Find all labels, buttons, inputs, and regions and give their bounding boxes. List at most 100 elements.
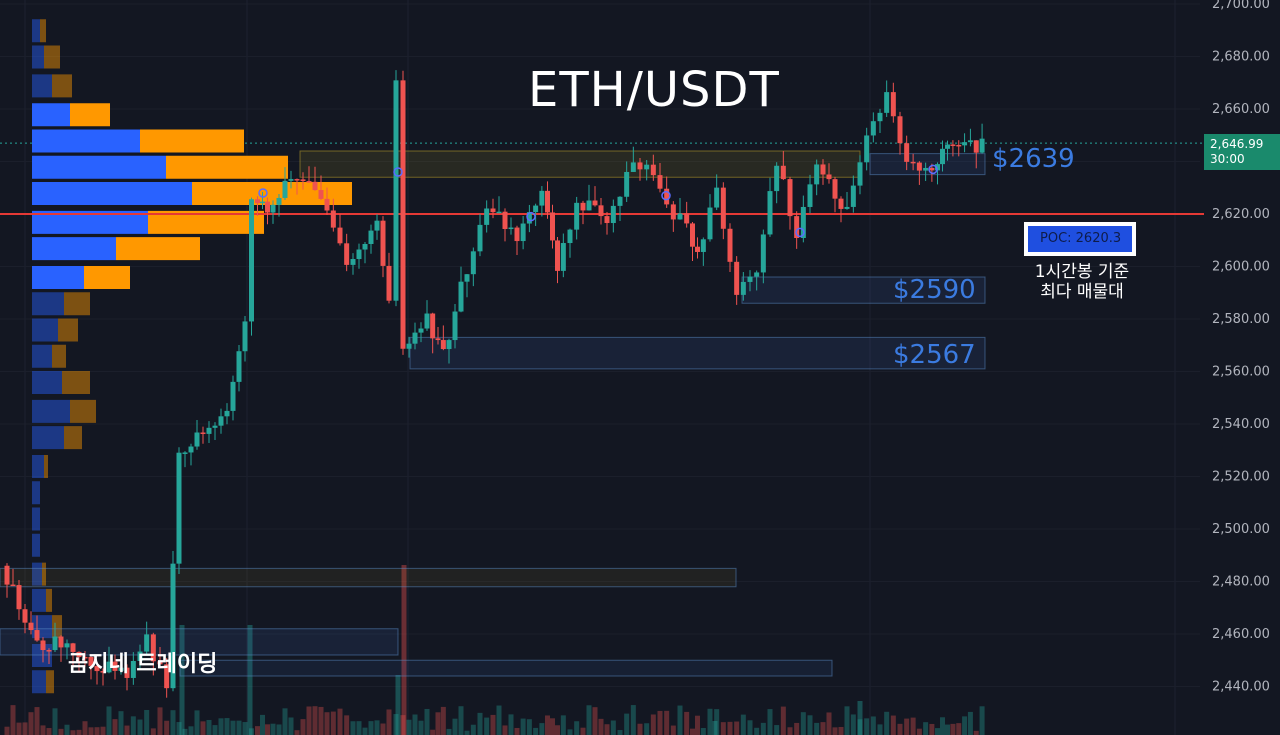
candle-body (249, 199, 254, 322)
poc-note-line-1: 1시간봉 기준 (1034, 262, 1130, 282)
volume-bar (212, 725, 218, 735)
volume-bar (368, 721, 374, 735)
volume-bar (182, 728, 188, 735)
candle-body (337, 227, 343, 244)
volume-bar (807, 715, 813, 735)
volume-bar (337, 708, 343, 735)
candle-body (740, 281, 746, 295)
candle-body (82, 656, 88, 659)
profile-sell-bar (148, 210, 264, 234)
candle-body (344, 243, 350, 265)
volume-bar (58, 728, 64, 735)
profile-buy-bar (32, 533, 40, 557)
candle-body (356, 249, 362, 260)
volume-bar (40, 725, 46, 735)
volume-bar (424, 708, 430, 735)
volume-bar (814, 722, 820, 735)
volume-bar (230, 720, 236, 735)
candle-body (850, 185, 856, 207)
candle-body (294, 179, 300, 181)
candle-body (832, 179, 838, 199)
volume-bar (179, 625, 185, 735)
profile-buy-bar (32, 266, 84, 289)
volume-bar (707, 708, 713, 735)
chart-title: ETH/USDT (528, 62, 780, 118)
y-tick-label: 2,520.00 (1212, 470, 1270, 485)
volume-bar (555, 725, 560, 735)
candle-body (904, 143, 910, 162)
candle-body (470, 251, 476, 275)
candle-body (794, 216, 800, 238)
profile-sell-bar (192, 182, 352, 205)
candle-body (929, 167, 935, 171)
volume-bar (249, 728, 254, 735)
candle-body (567, 229, 573, 244)
volume-bar (727, 721, 733, 735)
y-tick-label: 2,700.00 (1212, 0, 1270, 12)
volume-bar (94, 727, 100, 735)
current-price: 2,646.99 (1210, 137, 1264, 151)
candle-body (598, 205, 604, 217)
candle-body (400, 80, 406, 349)
candle-body (130, 660, 136, 678)
volume-bar (644, 723, 650, 735)
watermark: 곰지네 트레이딩 (68, 652, 218, 677)
candle-body (637, 162, 643, 170)
candle-body (916, 162, 922, 171)
volume-bar (832, 727, 838, 735)
candle-body (242, 321, 248, 352)
candle-body (514, 227, 520, 242)
volume-bar (650, 714, 656, 735)
candle-body (118, 667, 124, 671)
candle-body (677, 213, 683, 220)
signal-marker (258, 188, 268, 198)
volume-bar (826, 712, 832, 735)
volume-bar (684, 711, 690, 735)
candle-body (393, 80, 399, 301)
profile-sell-bar (52, 344, 66, 368)
volume-bar (265, 724, 270, 735)
candle-body (260, 201, 265, 204)
volume-bar (112, 719, 118, 735)
volume-bar (64, 724, 70, 735)
volume-bar (270, 723, 276, 735)
candle-body (440, 340, 446, 350)
volume-bar (526, 719, 532, 735)
volume-bar (677, 705, 683, 735)
candle-body (58, 636, 64, 648)
volume-bar (176, 722, 182, 735)
profile-sell-bar (64, 426, 82, 450)
volume-bar (592, 707, 598, 735)
volume-bar (144, 709, 150, 735)
candle-body (212, 425, 218, 428)
volume-bar (350, 721, 356, 735)
candle-body (545, 190, 550, 213)
candle-body (458, 281, 464, 312)
volume-bar (624, 713, 630, 735)
candle-body (477, 224, 483, 252)
candle-body (884, 92, 890, 113)
candle-body (206, 427, 212, 434)
candle-body (787, 179, 793, 217)
candle-body (624, 171, 630, 197)
profile-buy-bar (32, 237, 116, 261)
volume-bar (496, 705, 502, 735)
volume-bar (401, 565, 407, 735)
volume-bar (844, 706, 850, 735)
volume-bar (857, 719, 863, 735)
candle-body (386, 265, 392, 301)
volume-bar (164, 720, 170, 735)
volume-bars (4, 565, 985, 735)
candle-body (586, 200, 592, 211)
candle-body (526, 212, 532, 224)
volume-profile (32, 19, 352, 694)
volume-bar (945, 724, 950, 735)
volume-bar (386, 709, 392, 735)
profile-buy-bar (32, 292, 64, 316)
volume-bar (767, 709, 773, 735)
volume-bar (800, 712, 806, 735)
candle-body (838, 198, 844, 209)
volume-bar (514, 727, 520, 735)
